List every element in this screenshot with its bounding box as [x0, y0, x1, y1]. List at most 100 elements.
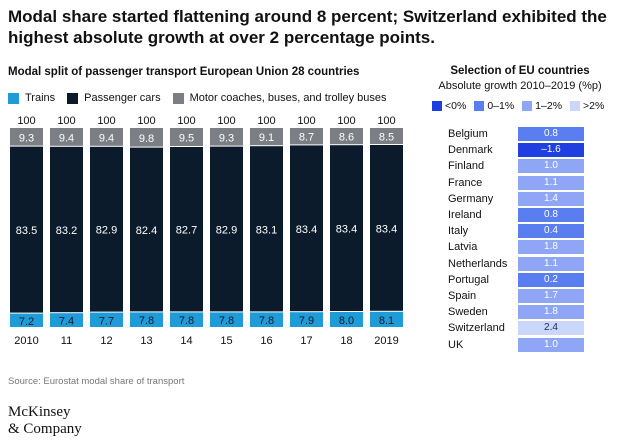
country-name: Denmark — [448, 144, 493, 157]
data-label-buses: 8.7 — [299, 132, 314, 144]
total-label: 100 — [337, 115, 355, 127]
bar-trains — [330, 312, 363, 327]
country-growth-value: –1.6 — [518, 143, 584, 158]
data-label-buses: 9.3 — [219, 132, 234, 144]
bar-buses — [50, 128, 83, 146]
country-growth-value: 0.8 — [518, 208, 584, 223]
country-row: Portugal 0.2 — [448, 272, 588, 288]
data-label-trains: 7.7 — [99, 315, 114, 327]
source-note: Source: Eurostat modal share of transpor… — [8, 376, 185, 387]
bar-buses — [370, 128, 403, 144]
data-label-buses: 8.6 — [339, 132, 354, 144]
legend-label-buses: Motor coaches, buses, and trolley buses — [189, 92, 387, 104]
data-label-cars: 83.4 — [376, 223, 397, 235]
bar-cars — [90, 146, 123, 312]
total-label: 100 — [297, 115, 315, 127]
data-label-buses: 9.4 — [59, 132, 74, 144]
legend-item-over-2: >2% — [570, 100, 604, 112]
country-growth-value: 1.0 — [518, 337, 584, 352]
country-name: Netherlands — [448, 257, 508, 270]
country-growth-value: 1.1 — [518, 175, 584, 190]
country-growth-value: 2.4 — [518, 321, 584, 336]
country-name: Sweden — [448, 306, 488, 319]
country-name: Finland — [448, 160, 485, 173]
legend-swatch-over-2 — [570, 101, 581, 111]
bar-cars — [50, 146, 83, 313]
country-row: Belgium 0.8 — [448, 126, 588, 142]
country-row: Spain 1.7 — [448, 288, 588, 304]
bar-buses — [10, 128, 43, 146]
data-label-cars: 83.5 — [16, 225, 37, 237]
x-tick-label: 11 — [61, 335, 72, 347]
legend-item-negative: <0% — [432, 100, 466, 112]
bar-buses — [170, 128, 203, 146]
total-label: 100 — [377, 115, 395, 127]
legend-item-cars: Passenger cars — [67, 92, 161, 104]
data-label-cars: 82.9 — [216, 225, 237, 237]
country-growth-value: 1.1 — [518, 256, 584, 271]
legend-swatch-1-2 — [522, 101, 533, 111]
data-label-cars: 83.4 — [336, 224, 357, 236]
x-tick-label: 2019 — [374, 335, 398, 347]
country-growth-value: 0.8 — [518, 127, 584, 142]
data-label-buses: 9.3 — [19, 132, 34, 144]
legend-swatch-negative — [432, 101, 442, 111]
data-label-trains: 7.2 — [19, 316, 34, 328]
legend-item-trains: Trains — [8, 92, 55, 104]
data-label-buses: 8.5 — [379, 132, 394, 144]
bar-trains — [170, 312, 203, 327]
data-label-cars: 82.9 — [96, 225, 117, 237]
data-label-buses: 9.1 — [259, 132, 274, 144]
country-row: Switzerland 2.4 — [448, 320, 588, 336]
country-row: Germany 1.4 — [448, 191, 588, 207]
legend-swatch-cars — [67, 92, 79, 104]
total-label: 100 — [57, 115, 75, 127]
legend-label-0-1: 0–1% — [487, 100, 515, 112]
bar-buses — [90, 128, 123, 146]
country-row: Finland 1.0 — [448, 158, 588, 174]
data-label-trains: 7.8 — [139, 315, 154, 327]
data-label-buses: 9.4 — [99, 132, 114, 144]
legend-item-0-1: 0–1% — [474, 100, 514, 112]
bar-buses — [210, 128, 243, 146]
data-label-cars: 83.4 — [296, 224, 317, 236]
country-name: Germany — [448, 192, 494, 205]
total-label: 100 — [177, 115, 195, 127]
country-growth-value: 1.0 — [518, 159, 584, 174]
bar-trains — [50, 313, 83, 327]
country-name: Portugal — [448, 273, 489, 286]
bar-trains — [250, 312, 283, 327]
data-label-trains: 8.0 — [339, 315, 354, 327]
bar-trains — [90, 312, 123, 327]
country-row: Netherlands 1.1 — [448, 256, 588, 272]
bar-cars — [10, 146, 43, 313]
data-label-cars: 83.1 — [256, 224, 277, 236]
countries-legend: <0% 0–1% 1–2% >2% — [432, 100, 612, 112]
total-label: 100 — [217, 115, 235, 127]
country-row: Denmark –1.6 — [448, 142, 588, 158]
data-label-trains: 7.8 — [259, 315, 274, 327]
headline: Modal share started flattening around 8 … — [8, 7, 607, 47]
country-growth-value: 0.2 — [518, 272, 584, 287]
chart-legend: Trains Passenger cars Motor coaches, bus… — [8, 92, 398, 104]
country-name: Italy — [448, 225, 469, 238]
x-tick-label: 2010 — [14, 335, 38, 347]
legend-swatch-0-1 — [474, 101, 485, 111]
bar-trains — [210, 312, 243, 327]
bar-trains — [10, 313, 43, 327]
bar-buses — [290, 128, 323, 145]
total-label: 100 — [257, 115, 275, 127]
country-name: UK — [448, 338, 464, 351]
bar-trains — [290, 312, 323, 327]
legend-item-1-2: 1–2% — [522, 100, 562, 112]
bar-buses — [250, 128, 283, 146]
bar-trains — [130, 312, 163, 327]
data-label-cars: 83.2 — [56, 225, 77, 237]
x-tick-label: 13 — [140, 335, 152, 347]
total-label: 100 — [17, 115, 35, 127]
chart-title: Modal split of passenger transport Europ… — [8, 66, 360, 78]
legend-label-trains: Trains — [25, 92, 56, 104]
country-name: France — [448, 176, 483, 189]
data-label-trains: 7.9 — [299, 315, 314, 327]
country-row: Ireland 0.8 — [448, 207, 588, 223]
